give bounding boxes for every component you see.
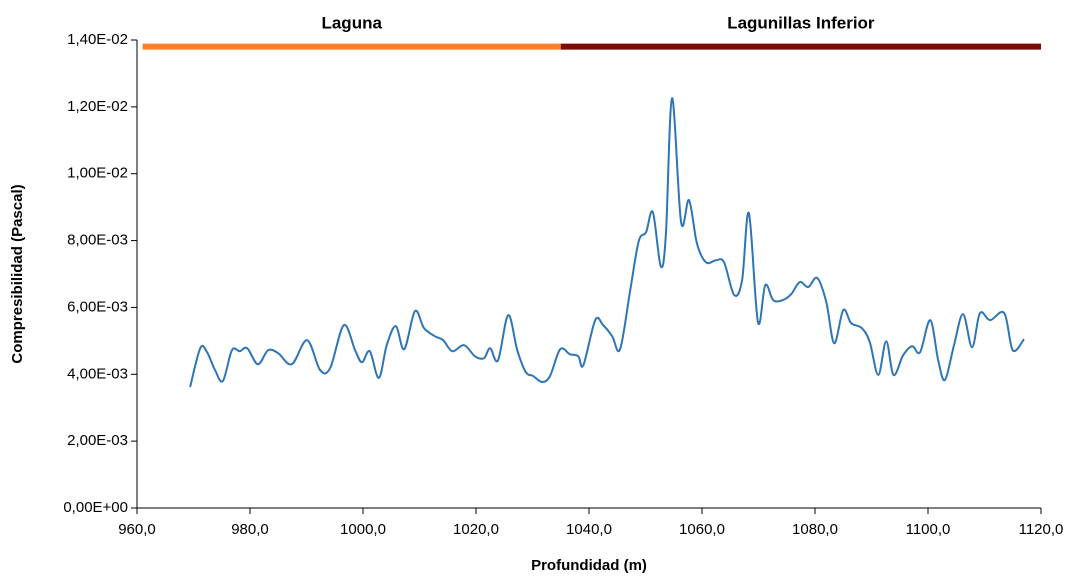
y-axis-label: Compresibilidad (Pascal) (9, 184, 26, 363)
y-tick-label: 6,00E-03 (67, 298, 128, 315)
x-tick-label: 1040,0 (566, 521, 612, 538)
y-tick-label: 1,00E-02 (67, 165, 128, 182)
x-tick-label: 960,0 (118, 521, 156, 538)
y-tick-label: 8,00E-03 (67, 232, 128, 249)
zone-label: Laguna (321, 13, 382, 32)
y-tick-label: 0,00E+00 (63, 499, 128, 516)
x-tick-label: 1020,0 (453, 521, 499, 538)
y-tick-label: 1,40E-02 (67, 31, 128, 48)
y-tick-label: 4,00E-03 (67, 365, 128, 382)
y-tick-label: 2,00E-03 (67, 432, 128, 449)
x-axis-label: Profundidad (m) (531, 557, 647, 574)
zone-label: Lagunillas Inferior (727, 13, 875, 32)
x-tick-label: 1100,0 (906, 521, 951, 538)
x-tick-label: 1080,0 (792, 521, 838, 538)
x-tick-label: 1120,0 (1019, 521, 1064, 538)
x-tick-label: 1000,0 (340, 521, 386, 538)
x-tick-label: 980,0 (231, 521, 269, 538)
x-tick-label: 1060,0 (679, 521, 725, 538)
data-line (189, 97, 1025, 388)
y-tick-label: 1,20E-02 (67, 98, 128, 115)
